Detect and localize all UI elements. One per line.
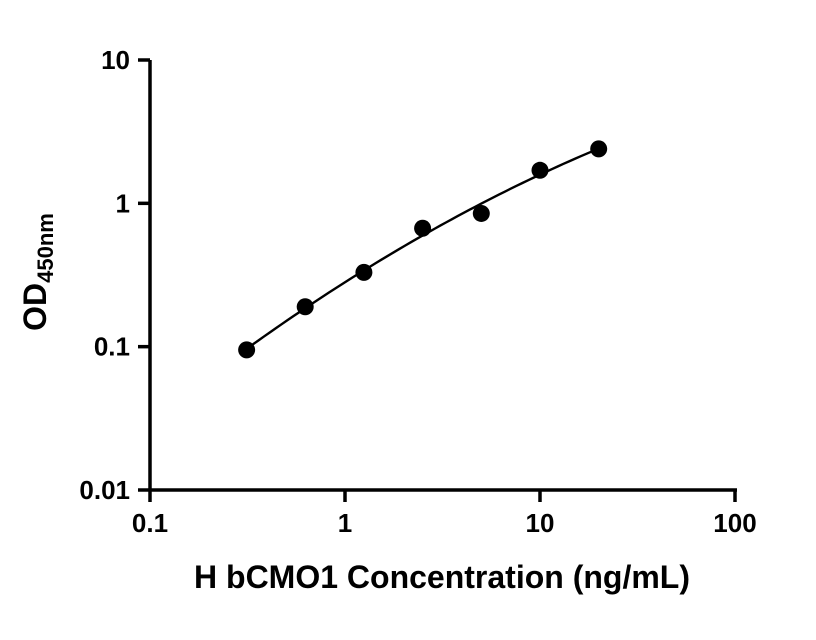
y-axis-title: OD450nm bbox=[17, 213, 58, 331]
x-axis-title: H bCMO1 Concentration (ng/mL) bbox=[194, 559, 690, 595]
x-tick-label: 100 bbox=[713, 508, 756, 538]
data-point bbox=[296, 298, 314, 316]
data-point bbox=[531, 161, 549, 179]
data-point bbox=[414, 219, 432, 237]
y-axis-title-subscript: 450nm bbox=[33, 213, 58, 283]
x-tick-label: 0.1 bbox=[132, 508, 168, 538]
y-axis-title-main: OD bbox=[17, 283, 53, 331]
x-tick-label: 10 bbox=[526, 508, 555, 538]
y-tick-label: 10 bbox=[101, 45, 130, 75]
data-point bbox=[355, 263, 373, 281]
x-tick-label: 1 bbox=[338, 508, 352, 538]
data-point bbox=[472, 204, 490, 222]
y-tick-label: 0.1 bbox=[94, 332, 130, 362]
data-point bbox=[238, 341, 256, 359]
y-tick-label: 1 bbox=[116, 188, 130, 218]
fit-curve bbox=[245, 147, 600, 350]
data-point bbox=[590, 140, 608, 158]
y-tick-label: 0.01 bbox=[79, 475, 130, 505]
